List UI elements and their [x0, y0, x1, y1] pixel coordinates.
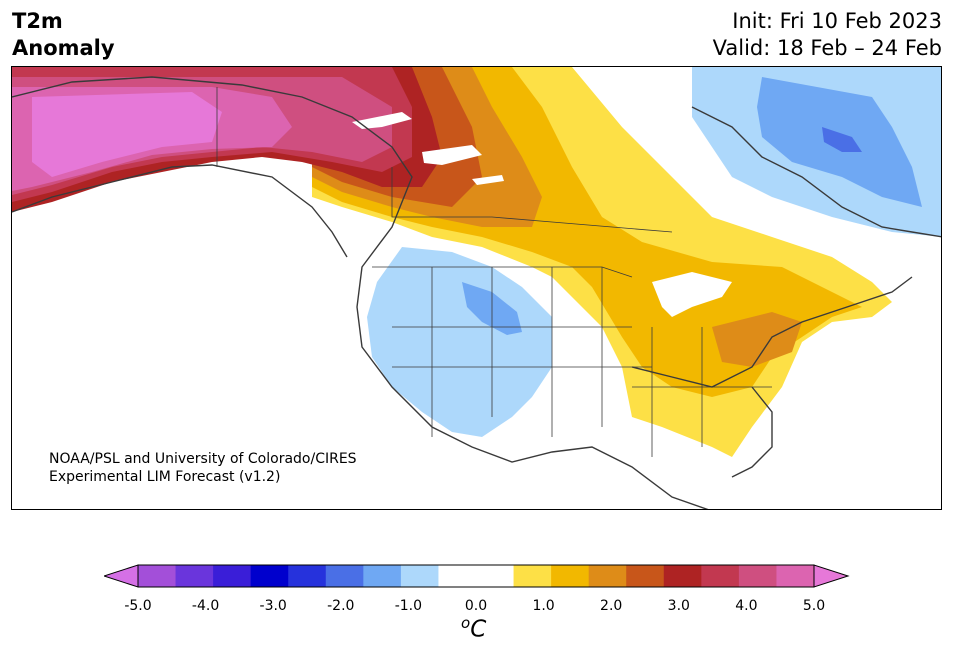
lake-shape	[472, 175, 504, 185]
colorbar-cell	[175, 565, 214, 587]
valid-range: Valid: 18 Feb – 24 Feb	[712, 36, 942, 60]
colorbar-tick-label: -1.0	[394, 598, 423, 614]
colorbar-tick-label: 1.0	[532, 598, 555, 614]
lake-shape	[422, 145, 482, 165]
colorbar	[104, 564, 850, 588]
colorbar-tick-label: -4.0	[191, 598, 220, 614]
colorbar-cell	[213, 565, 252, 587]
colorbar-cell	[588, 565, 627, 587]
colorbar-cell	[738, 565, 777, 587]
colorbar-min-arrow	[104, 564, 139, 588]
colorbar-tick-label: -3.0	[259, 598, 287, 614]
date-info: Init: Fri 10 Feb 2023 Valid: 18 Feb – 24…	[713, 8, 942, 62]
colorbar-cell	[438, 565, 477, 587]
anomaly-region-light-blue-west	[367, 247, 552, 437]
colorbar-cell	[776, 565, 815, 587]
colorbar-cell	[325, 565, 364, 587]
colorbar-cell	[363, 565, 402, 587]
title-line-2: Anomaly	[12, 36, 115, 60]
lake-shape	[652, 272, 732, 317]
title-line-1: T2m	[12, 9, 63, 33]
coastlines	[12, 76, 941, 509]
credit-line-1: NOAA/PSL and University of Colorado/CIRE…	[49, 451, 357, 467]
colorbar-tick-label: 4.0	[735, 598, 758, 614]
colorbar-cell	[513, 565, 552, 587]
colorbar-tick-label: 5.0	[802, 598, 826, 614]
colorbar-cell	[701, 565, 740, 587]
map-title: T2m Anomaly	[12, 8, 115, 62]
init-date: Init: Fri 10 Feb 2023	[732, 9, 942, 33]
lake-shape	[352, 112, 412, 129]
credit-line-2: Experimental LIM Forecast (v1.2)	[49, 469, 281, 485]
colorbar-tick-label: 2.0	[600, 598, 623, 614]
map-credit: NOAA/PSL and University of Colorado/CIRE…	[49, 450, 357, 486]
colorbar-cells	[138, 565, 815, 587]
colorbar-cell	[288, 565, 327, 587]
colorbar-cell	[551, 565, 590, 587]
unit-text: C	[470, 616, 487, 643]
colorbar-cell	[476, 565, 515, 587]
anomaly-region-dark-blue-east	[822, 127, 862, 152]
degree-symbol: o	[461, 614, 471, 632]
colorbar-tick-label: 3.0	[667, 598, 690, 614]
colorbar-tick-label: 0.0	[464, 598, 488, 614]
colorbar-max-arrow	[813, 564, 850, 588]
state-borders	[216, 87, 772, 457]
anomaly-region-magenta	[32, 92, 222, 177]
colorbar-cell	[250, 565, 289, 587]
colorbar-outline	[137, 564, 815, 588]
colorbar-unit: oC	[461, 614, 486, 643]
colorbar-tick-label: -5.0	[124, 598, 152, 614]
map-canvas	[12, 67, 941, 509]
colorbar-cell	[626, 565, 665, 587]
anomaly-region-orange-east	[712, 312, 802, 367]
colorbar-tick-label: -2.0	[327, 598, 355, 614]
colorbar-cell	[400, 565, 439, 587]
anomaly-map: NOAA/PSL and University of Colorado/CIRE…	[11, 66, 942, 510]
colorbar-cell	[663, 565, 702, 587]
colorbar-cell	[138, 565, 177, 587]
